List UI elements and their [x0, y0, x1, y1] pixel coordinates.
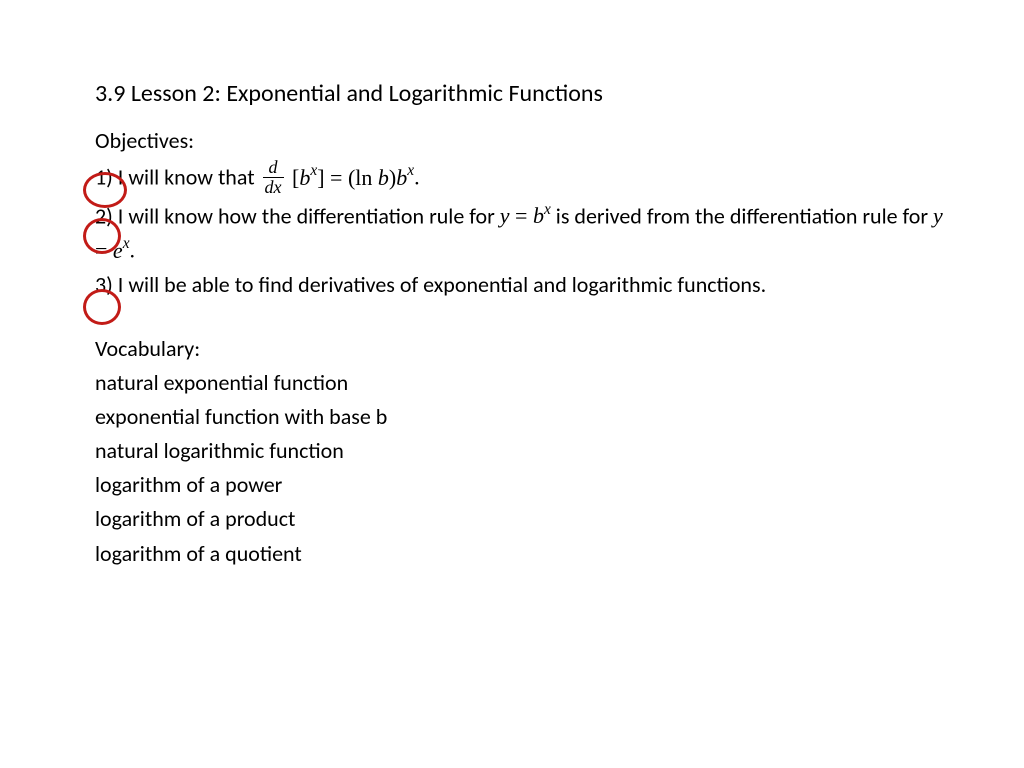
objective-2: 2) I will know how the differentiation r… [95, 199, 955, 268]
vocab-item: logarithm of a product [95, 502, 955, 536]
objective-text: I will know that [113, 164, 260, 191]
objective-number: 1) [95, 164, 113, 191]
objective-text: I will know how the differentiation rule… [113, 202, 500, 229]
objective-math: y = bx [500, 203, 551, 228]
lesson-page: 3.9 Lesson 2: Exponential and Logarithmi… [95, 75, 955, 571]
vocab-item: natural exponential function [95, 366, 955, 400]
lesson-title: 3.9 Lesson 2: Exponential and Logarithmi… [95, 75, 955, 112]
objective-text-post: . [414, 164, 420, 191]
vocabulary-block: Vocabulary: natural exponential function… [95, 332, 955, 571]
objective-number: 3) [95, 271, 113, 298]
vocab-item: logarithm of a quotient [95, 537, 955, 571]
objective-text: I will be able to find derivatives of ex… [113, 271, 766, 298]
objectives-label: Objectives: [95, 124, 955, 158]
vocab-item: natural logarithmic function [95, 434, 955, 468]
objective-text-post2: . [130, 237, 136, 264]
objective-3: 3) I will be able to find derivatives of… [95, 268, 955, 302]
vocab-item: logarithm of a power [95, 468, 955, 502]
objective-math: ddx [bx] = (ln b)bx [260, 165, 415, 190]
objective-1: 1) I will know that ddx [bx] = (ln b)bx. [95, 160, 955, 199]
objective-number: 2) [95, 202, 113, 229]
vocab-item: exponential function with base b [95, 400, 955, 434]
vocabulary-label: Vocabulary: [95, 332, 955, 366]
objective-text-post: is derived from the differentiation rule… [551, 202, 933, 229]
